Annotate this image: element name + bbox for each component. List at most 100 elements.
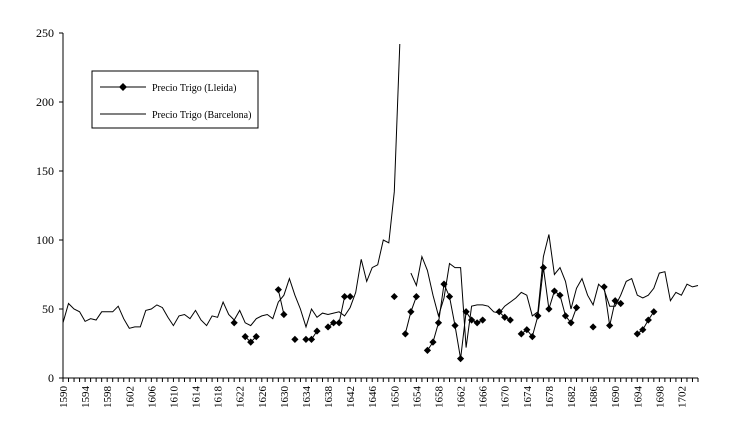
data-point-lleida	[407, 308, 415, 316]
x-tick-label: 1594	[80, 386, 92, 409]
data-point-lleida	[252, 333, 260, 341]
x-tick-label: 1642	[345, 386, 357, 408]
x-tick-label: 1698	[654, 386, 666, 409]
data-point-lleida	[462, 308, 470, 316]
data-point-lleida	[247, 338, 255, 346]
data-point-lleida	[423, 346, 432, 354]
x-tick-label: 1662	[456, 386, 468, 408]
series-line-lleida	[277, 289, 285, 315]
y-tick-label: 150	[36, 164, 54, 178]
x-tick-label: 1678	[544, 386, 556, 409]
data-point-lleida	[390, 292, 398, 301]
data-point-lleida	[302, 335, 310, 343]
series-line-lleida	[426, 282, 483, 359]
x-tick-label: 1602	[124, 386, 136, 408]
x-tick-label: 1666	[478, 386, 490, 409]
data-point-lleida	[473, 319, 481, 327]
x-tick-label: 1646	[367, 386, 379, 409]
x-tick-label: 1702	[676, 386, 688, 408]
x-tick-label: 1674	[522, 386, 534, 409]
y-tick-label: 200	[36, 95, 54, 109]
x-tick-label: 1634	[301, 386, 313, 409]
data-point-lleida	[324, 323, 332, 331]
x-tick-label: 1654	[411, 386, 423, 409]
data-point-lleida	[550, 287, 559, 295]
data-point-lleida	[589, 323, 597, 331]
data-point-lleida	[495, 308, 503, 316]
data-point-lleida	[307, 335, 316, 343]
data-point-lleida	[633, 330, 641, 338]
data-point-lleida	[274, 286, 282, 294]
x-tick-label: 1690	[610, 386, 622, 409]
data-point-lleida	[456, 355, 465, 363]
data-point-lleida	[644, 316, 652, 324]
data-point-lleida	[329, 319, 338, 327]
x-tick-label: 1658	[433, 386, 445, 409]
x-tick-label: 1682	[566, 386, 578, 408]
series-line-barcelona	[62, 43, 401, 329]
legend-label-lleida: Precio Trigo (Lleida)	[152, 83, 236, 94]
data-point-lleida	[572, 304, 581, 312]
y-tick-label: 100	[36, 233, 54, 247]
series-line-lleida	[521, 267, 577, 338]
data-point-lleida	[600, 283, 608, 291]
data-point-lleida	[506, 316, 514, 324]
data-point-lleida	[341, 292, 349, 301]
data-point-lleida	[650, 308, 658, 316]
legend-box	[91, 70, 259, 129]
data-point-lleida	[335, 319, 343, 327]
data-point-lleida	[241, 333, 249, 341]
data-point-lleida	[539, 264, 547, 272]
series-layer	[62, 43, 699, 363]
x-tick-label: 1598	[102, 386, 114, 409]
x-tick-label: 1590	[58, 386, 70, 409]
data-point-lleida	[280, 310, 288, 319]
x-tick-label: 1610	[168, 386, 180, 409]
data-point-lleida	[606, 321, 614, 330]
x-tick-label: 1670	[500, 386, 512, 409]
data-point-lleida	[445, 292, 454, 301]
data-point-lleida	[611, 297, 619, 305]
data-point-lleida	[528, 333, 536, 341]
data-point-lleida	[429, 338, 437, 346]
series-line-lleida	[603, 286, 621, 326]
data-point-lleida	[561, 312, 570, 320]
y-tick-label: 50	[42, 302, 54, 316]
x-tick-label: 1686	[588, 386, 600, 409]
data-point-lleida	[545, 305, 553, 313]
x-tick-label: 1622	[235, 386, 247, 408]
x-tick-label: 1618	[213, 386, 225, 409]
data-point-lleida	[313, 327, 321, 335]
data-point-lleida	[567, 319, 575, 327]
data-point-lleida	[556, 291, 564, 299]
data-point-lleida	[451, 321, 459, 330]
y-tick-label: 250	[36, 26, 54, 40]
x-tick-label: 1650	[389, 386, 401, 409]
x-tick-label: 1638	[323, 386, 335, 409]
x-tick-label: 1614	[191, 386, 203, 409]
x-tick-label: 1626	[257, 386, 269, 409]
legend: Precio Trigo (Lleida) Precio Trigo (Barc…	[91, 70, 259, 129]
data-point-lleida	[434, 319, 443, 327]
data-point-lleida	[401, 330, 409, 338]
data-point-lleida	[517, 330, 525, 338]
data-point-lleida	[479, 316, 487, 324]
legend-marker-lleida	[119, 83, 127, 91]
x-tick-label: 1694	[632, 386, 644, 409]
series-line-lleida	[637, 311, 655, 335]
data-point-lleida	[230, 319, 238, 327]
data-point-lleida	[291, 335, 299, 343]
y-tick-label: 0	[48, 371, 54, 385]
legend-label-barcelona: Precio Trigo (Barcelona)	[152, 110, 251, 121]
data-point-lleida	[534, 312, 542, 320]
data-point-lleida	[346, 292, 354, 301]
data-point-lleida	[523, 326, 531, 334]
data-point-lleida	[412, 292, 420, 301]
data-point-lleida	[501, 313, 509, 321]
series-line-barcelona	[410, 234, 699, 348]
axes: 0 50 100 150 200 250 1590 1594 1598 1602 1606 1610 1…	[36, 26, 699, 409]
x-tick-label: 1630	[279, 386, 291, 409]
data-point-lleida	[639, 326, 647, 334]
